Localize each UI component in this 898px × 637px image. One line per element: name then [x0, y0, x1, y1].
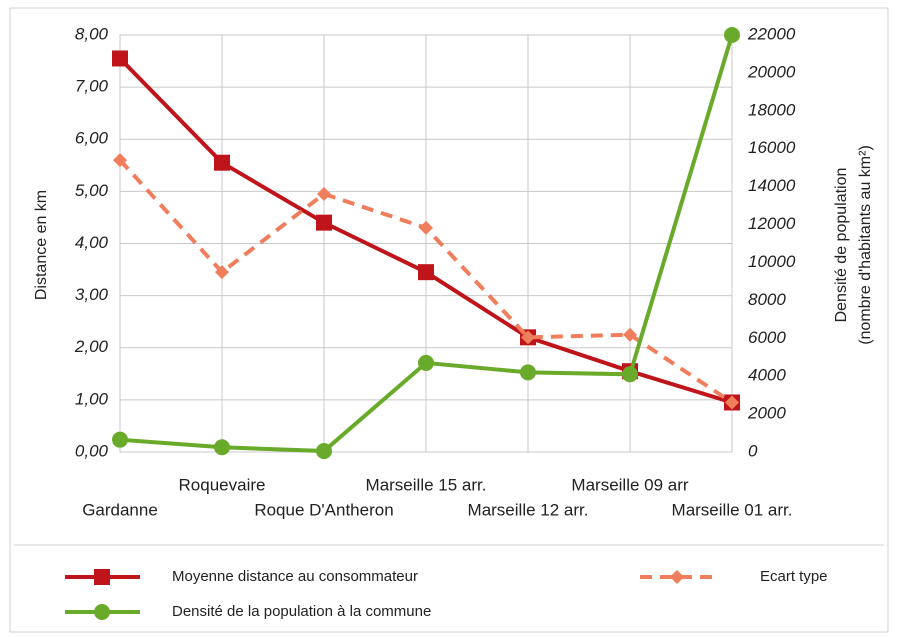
y2-tick-label: 8000: [748, 290, 786, 309]
marker: [94, 569, 110, 585]
legend-label: Ecart type: [760, 568, 828, 585]
y2-tick-label: 14000: [748, 176, 796, 195]
y2-tick-label: 0: [748, 441, 758, 460]
legend-label: Moyenne distance au consommateur: [172, 568, 418, 585]
marker: [214, 439, 230, 456]
y-tick-label: 2,00: [74, 337, 109, 356]
chart-frame: [9, 7, 889, 633]
marker: [418, 354, 434, 371]
y2-tick-label: 6000: [748, 328, 786, 347]
marker: [520, 364, 536, 381]
marker: [521, 330, 535, 345]
marker: [419, 220, 433, 235]
marker: [214, 154, 230, 171]
marker: [317, 186, 331, 201]
y-tick-label: 5,00: [75, 181, 109, 200]
marker: [725, 395, 739, 410]
y-tick-label: 7,00: [75, 77, 109, 96]
y-tick-label: 0,00: [75, 441, 109, 460]
y2-axis-title: Densité de population: [833, 168, 850, 323]
y-tick-label: 8,00: [75, 24, 109, 43]
plot-border: [119, 34, 733, 453]
marker: [113, 153, 127, 168]
y2-tick-label: 12000: [748, 214, 796, 233]
y-tick-label: 3,00: [75, 285, 109, 304]
marker: [724, 27, 740, 43]
legend-label: Densité de la population à la commune: [172, 603, 431, 620]
marker: [215, 265, 229, 280]
x-tick-label: Roque D'Antheron: [254, 500, 393, 519]
y2-tick-label: 20000: [747, 62, 796, 81]
x-tick-label: Marseille 09 arr: [571, 475, 688, 494]
marker: [94, 604, 110, 620]
marker: [622, 366, 638, 383]
x-tick-label: Roquevaire: [179, 475, 266, 494]
marker: [316, 214, 332, 231]
y2-tick-label: 2000: [747, 404, 786, 423]
y2-tick-label: 16000: [748, 138, 796, 157]
y-tick-label: 6,00: [75, 129, 109, 148]
y2-tick-label: 4000: [748, 366, 786, 385]
marker: [670, 570, 684, 584]
x-tick-label: Marseille 15 arr.: [366, 475, 487, 494]
y-axis-title: Distance en km: [33, 190, 50, 300]
y2-tick-label: 10000: [748, 252, 796, 271]
marker: [418, 264, 434, 281]
y2-axis-title: (nombre d'habitants au km²): [857, 145, 874, 345]
x-tick-label: Gardanne: [82, 500, 158, 519]
y-tick-label: 1,00: [75, 389, 109, 408]
y2-tick-label: 22000: [747, 24, 796, 43]
marker: [316, 443, 332, 460]
x-tick-label: Marseille 12 arr.: [468, 500, 589, 519]
x-tick-label: Marseille 01 arr.: [672, 500, 793, 519]
marker: [623, 327, 637, 342]
y2-tick-label: 18000: [748, 100, 796, 119]
marker: [112, 50, 128, 67]
y-tick-label: 4,00: [75, 233, 109, 252]
marker: [112, 431, 128, 448]
